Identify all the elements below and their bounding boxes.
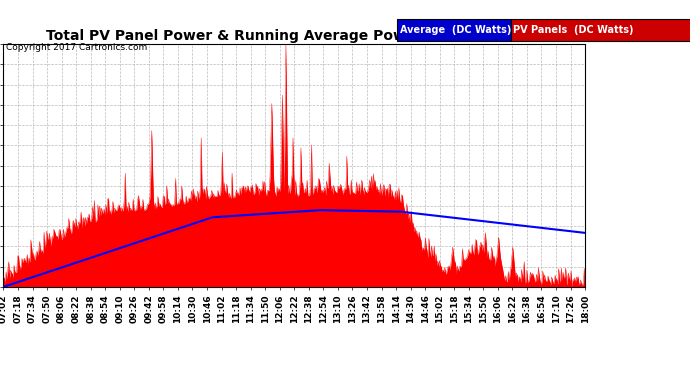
Text: Average  (DC Watts): Average (DC Watts) [400, 25, 511, 35]
Text: PV Panels  (DC Watts): PV Panels (DC Watts) [513, 25, 634, 35]
Text: Copyright 2017 Cartronics.com: Copyright 2017 Cartronics.com [6, 43, 147, 52]
Title: Total PV Panel Power & Running Average Power Fri Oct 6 18:01: Total PV Panel Power & Running Average P… [46, 29, 542, 43]
